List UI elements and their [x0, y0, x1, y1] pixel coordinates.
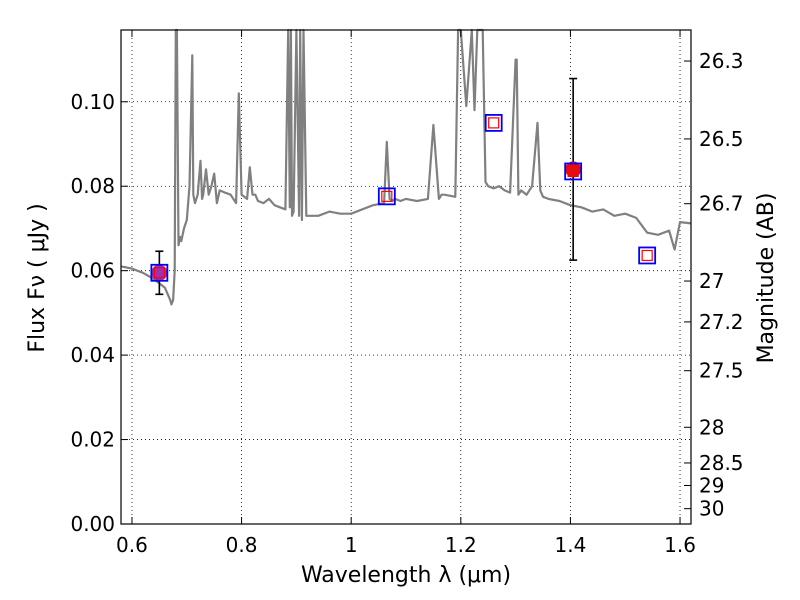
model-photometry-inner	[641, 249, 653, 262]
plot-frame	[120, 29, 692, 525]
x-tick-label: 1.2	[445, 533, 477, 557]
series-layer	[120, 28, 692, 306]
y-tick-label: 0.10	[70, 90, 115, 114]
model-photometry-marker	[484, 113, 503, 132]
mag-tick-label: 27.5	[699, 359, 744, 383]
mag-tick-label: 26.3	[699, 49, 744, 73]
mag-tick-label: 27.2	[699, 310, 744, 334]
model-photometry-marker	[377, 187, 396, 206]
observed-point	[565, 161, 582, 178]
mag-tick-label: 28.5	[699, 451, 744, 475]
mag-tick-label: 27	[699, 269, 724, 293]
mag-tick-label: 29	[699, 473, 724, 497]
y-tick-label: 0.00	[70, 512, 115, 536]
mag-tick-label: 26.5	[699, 127, 744, 151]
x-tick-label: 0.6	[116, 533, 148, 557]
mag-tick-label: 30	[699, 497, 724, 521]
mag-tick-label: 28	[699, 415, 724, 439]
marker-layer	[150, 77, 657, 296]
x-tick-label: 1.4	[555, 533, 587, 557]
model-photometry-inner	[381, 190, 393, 202]
model-photometry-inner	[488, 117, 500, 129]
model-photometry-inner	[153, 267, 165, 279]
grid-lines	[121, 30, 691, 525]
y-tick-label: 0.02	[70, 428, 115, 452]
observed-point	[151, 264, 168, 281]
x-tick-label: 0.8	[226, 533, 258, 557]
y-axis-label: Flux Fν ( μJy )	[25, 203, 50, 352]
model-photometry-marker	[564, 162, 583, 181]
y-tick-label: 0.04	[70, 343, 115, 367]
model-photometry-inner	[567, 165, 579, 178]
right-axis-label: Magnitude (AB)	[754, 193, 779, 364]
x-tick-label: 1.6	[664, 533, 696, 557]
model-photometry-marker	[150, 263, 169, 282]
x-axis-label: Wavelength λ (μm)	[301, 563, 511, 588]
mag-tick-label: 26.7	[699, 192, 744, 216]
axis-layer: 0.6 0.8 1 1.2 1.4 1.6 0.00 0.02 0.04 0.06 0.08 0.10…	[70, 30, 744, 557]
model-photometry-marker	[638, 246, 657, 265]
x-tick-label: 1	[345, 533, 358, 557]
y-tick-label: 0.08	[70, 174, 115, 198]
y-tick-label: 0.06	[70, 259, 115, 283]
model-spectrum-line	[120, 28, 692, 306]
